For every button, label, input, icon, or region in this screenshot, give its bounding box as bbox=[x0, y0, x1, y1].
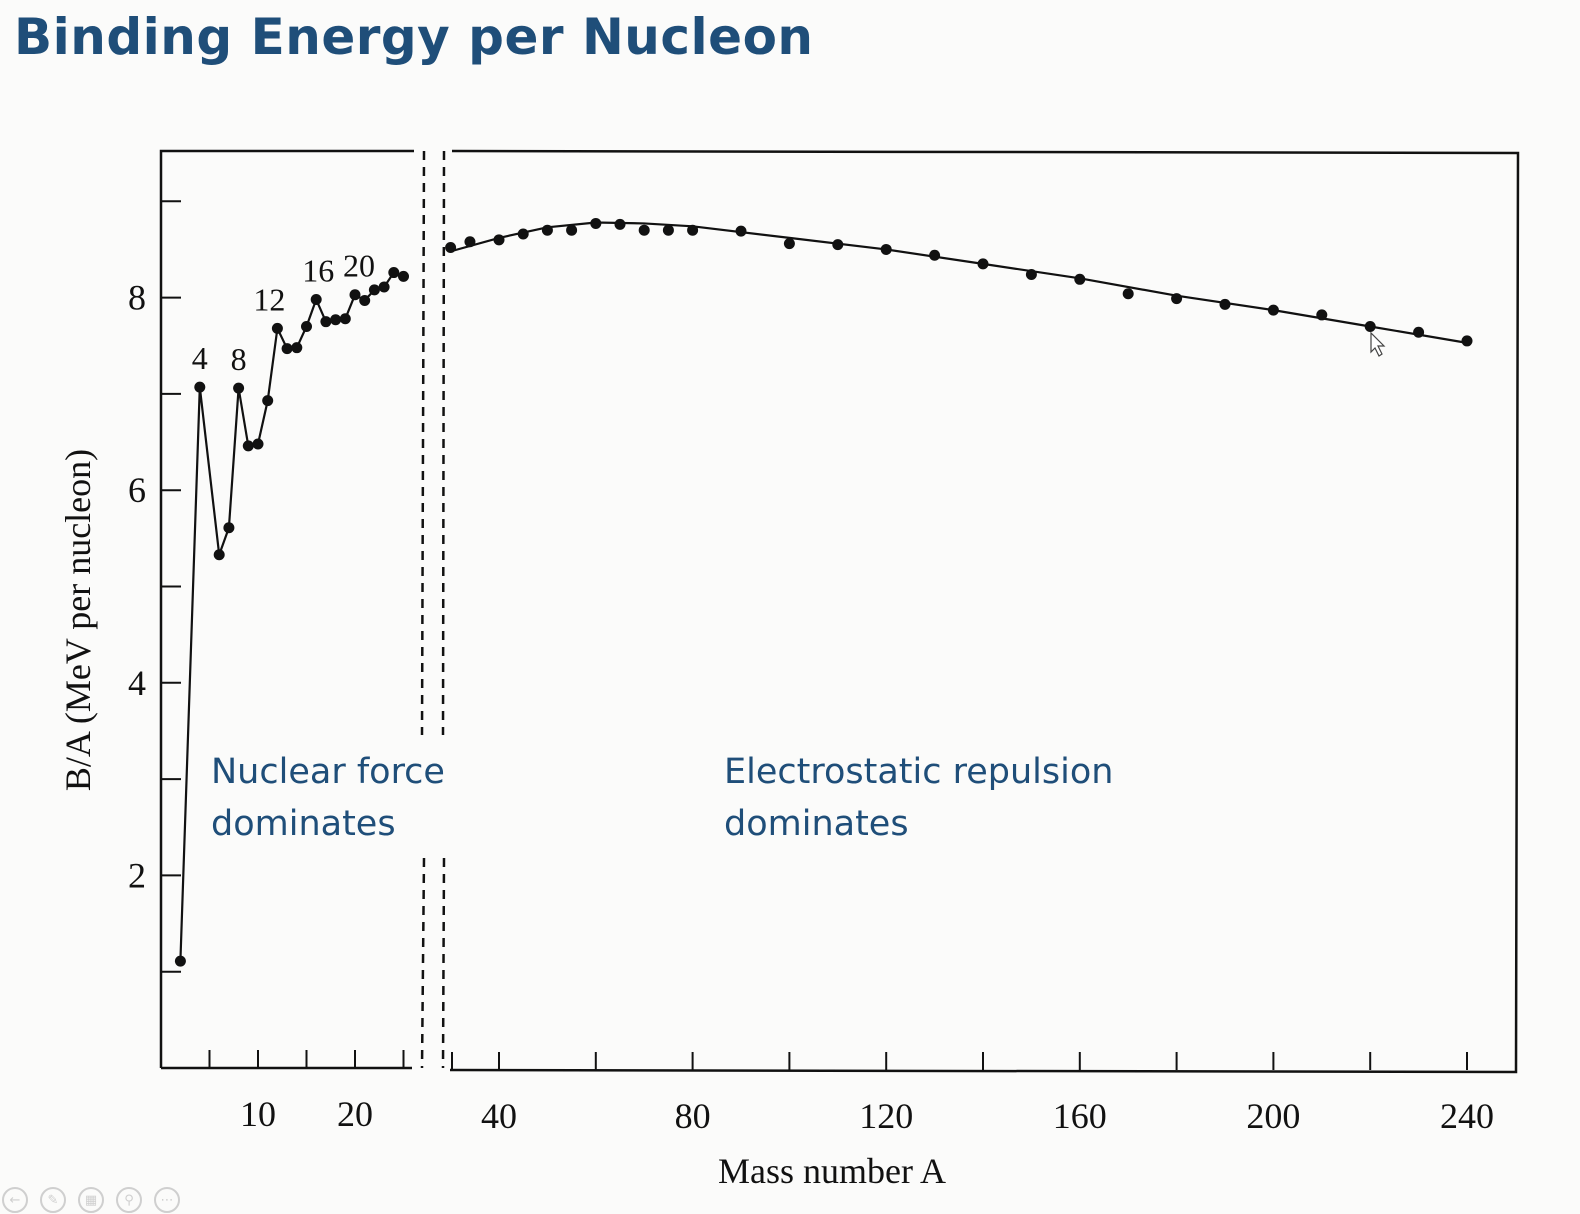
axis-ticks: 2 4 6 8 10 20 40 80 120 160 200 240 bbox=[128, 201, 1494, 1136]
heavy-nucleus-point bbox=[1365, 321, 1376, 332]
x-tick-label: 240 bbox=[1440, 1096, 1494, 1136]
heavy-nucleus-point bbox=[1316, 309, 1327, 320]
more-icon[interactable]: ⋯ bbox=[154, 1187, 180, 1213]
light-nucleus-point bbox=[272, 323, 283, 334]
mass-number-label: 16 bbox=[302, 253, 334, 289]
heavy-nucleus-point bbox=[1171, 293, 1182, 304]
mouse-cursor-icon bbox=[1371, 333, 1384, 356]
x-tick-label: 120 bbox=[859, 1096, 913, 1136]
x-tick-label: 80 bbox=[675, 1096, 711, 1136]
light-nucleus-point bbox=[379, 282, 390, 293]
heavy-nucleus-point bbox=[978, 258, 989, 269]
axis-break bbox=[422, 151, 444, 1068]
electrostatic-annotation: Electrostatic repulsion dominates bbox=[724, 746, 1113, 850]
pen-icon[interactable]: ✎ bbox=[40, 1187, 66, 1213]
x-tick-label: 40 bbox=[481, 1096, 517, 1136]
light-nucleus-point bbox=[253, 438, 264, 449]
heavy-nucleus-point bbox=[1268, 305, 1279, 316]
axis-break-line bbox=[443, 151, 444, 735]
light-nucleus-point bbox=[194, 382, 205, 393]
mass-number-label: 20 bbox=[343, 248, 375, 284]
light-nuclei-line bbox=[180, 273, 403, 962]
y-tick-label: 4 bbox=[128, 663, 146, 703]
x-tick-label: 10 bbox=[240, 1094, 276, 1134]
light-nucleus-point bbox=[340, 313, 351, 324]
light-nucleus-point bbox=[291, 342, 302, 353]
light-nucleus-point bbox=[398, 271, 409, 282]
heavy-nucleus-point bbox=[784, 238, 795, 249]
axis-break-line bbox=[422, 858, 424, 1068]
frame-right bbox=[450, 151, 1518, 1072]
heavy-nucleus-point bbox=[590, 218, 601, 229]
light-nucleus-point bbox=[320, 316, 331, 327]
back-icon[interactable]: ← bbox=[2, 1187, 28, 1213]
heavy-nucleus-point bbox=[687, 225, 698, 236]
light-nucleus-point bbox=[388, 267, 399, 278]
light-nucleus-point bbox=[214, 549, 225, 560]
mass-number-label: 4 bbox=[192, 340, 208, 376]
x-tick-label: 200 bbox=[1246, 1096, 1300, 1136]
heavy-nucleus-point bbox=[464, 236, 475, 247]
heavy-nucleus-point bbox=[1123, 288, 1134, 299]
nuclear-force-line2: dominates bbox=[211, 798, 445, 850]
zoom-icon[interactable]: ⚲ bbox=[116, 1187, 142, 1213]
heavy-nucleus-point bbox=[542, 225, 553, 236]
light-nucleus-point bbox=[311, 294, 322, 305]
heavy-nucleus-point bbox=[881, 244, 892, 255]
heavy-nucleus-point bbox=[639, 225, 650, 236]
heavy-nucleus-point bbox=[929, 250, 940, 261]
y-tick-label: 8 bbox=[128, 278, 146, 318]
light-nucleus-point bbox=[282, 343, 293, 354]
slides-icon[interactable]: ▦ bbox=[78, 1187, 104, 1213]
electrostatic-line1: Electrostatic repulsion bbox=[724, 746, 1113, 798]
light-nucleus-point bbox=[243, 440, 254, 451]
heavy-nucleus-point bbox=[518, 229, 529, 240]
light-nucleus-point bbox=[262, 395, 273, 406]
heavy-nucleus-point bbox=[566, 225, 577, 236]
y-tick-label: 2 bbox=[128, 855, 146, 895]
y-tick-label: 6 bbox=[128, 470, 146, 510]
axis-break-line bbox=[443, 858, 444, 1068]
axis-break-line bbox=[422, 151, 424, 735]
heavy-nucleus-point bbox=[615, 219, 626, 230]
heavy-nucleus-point bbox=[494, 234, 505, 245]
plot-frame bbox=[161, 151, 1518, 1072]
heavy-nucleus-point bbox=[1026, 269, 1037, 280]
light-nucleus-point bbox=[359, 295, 370, 306]
data-series: 4 812 16 20 bbox=[175, 218, 1473, 967]
heavy-nucleus-point bbox=[445, 242, 456, 253]
nuclear-force-annotation: Nuclear force dominates bbox=[211, 746, 445, 850]
nuclear-force-line1: Nuclear force bbox=[211, 746, 445, 798]
light-nucleus-point bbox=[233, 383, 244, 394]
x-axis-label: Mass number A bbox=[718, 1151, 946, 1191]
heavy-nucleus-point bbox=[1462, 335, 1473, 346]
light-nucleus-point bbox=[175, 956, 186, 967]
light-nucleus-point bbox=[350, 289, 361, 300]
slide-toolbar: ← ✎ ▦ ⚲ ⋯ bbox=[0, 1186, 180, 1214]
heavy-nucleus-point bbox=[736, 226, 747, 237]
electrostatic-line2: dominates bbox=[724, 798, 1113, 850]
light-nucleus-point bbox=[223, 522, 234, 533]
x-axis-label-text: Mass number A bbox=[718, 1151, 946, 1191]
light-nucleus-point bbox=[301, 321, 312, 332]
heavy-nucleus-point bbox=[663, 225, 674, 236]
light-nucleus-point bbox=[330, 314, 341, 325]
light-nucleus-point bbox=[369, 284, 380, 295]
y-axis-label: B/A (MeV per nucleon) bbox=[58, 449, 98, 791]
heavy-nucleus-point bbox=[832, 239, 843, 250]
heavy-nucleus-point bbox=[1074, 274, 1085, 285]
mass-number-label: 12 bbox=[253, 281, 285, 317]
heavy-nucleus-point bbox=[1413, 327, 1424, 338]
mass-number-label: 8 bbox=[231, 341, 247, 377]
heavy-nuclei-fit-curve bbox=[451, 222, 1467, 342]
x-tick-label: 160 bbox=[1053, 1096, 1107, 1136]
x-tick-label: 20 bbox=[337, 1094, 373, 1134]
heavy-nucleus-point bbox=[1220, 299, 1231, 310]
